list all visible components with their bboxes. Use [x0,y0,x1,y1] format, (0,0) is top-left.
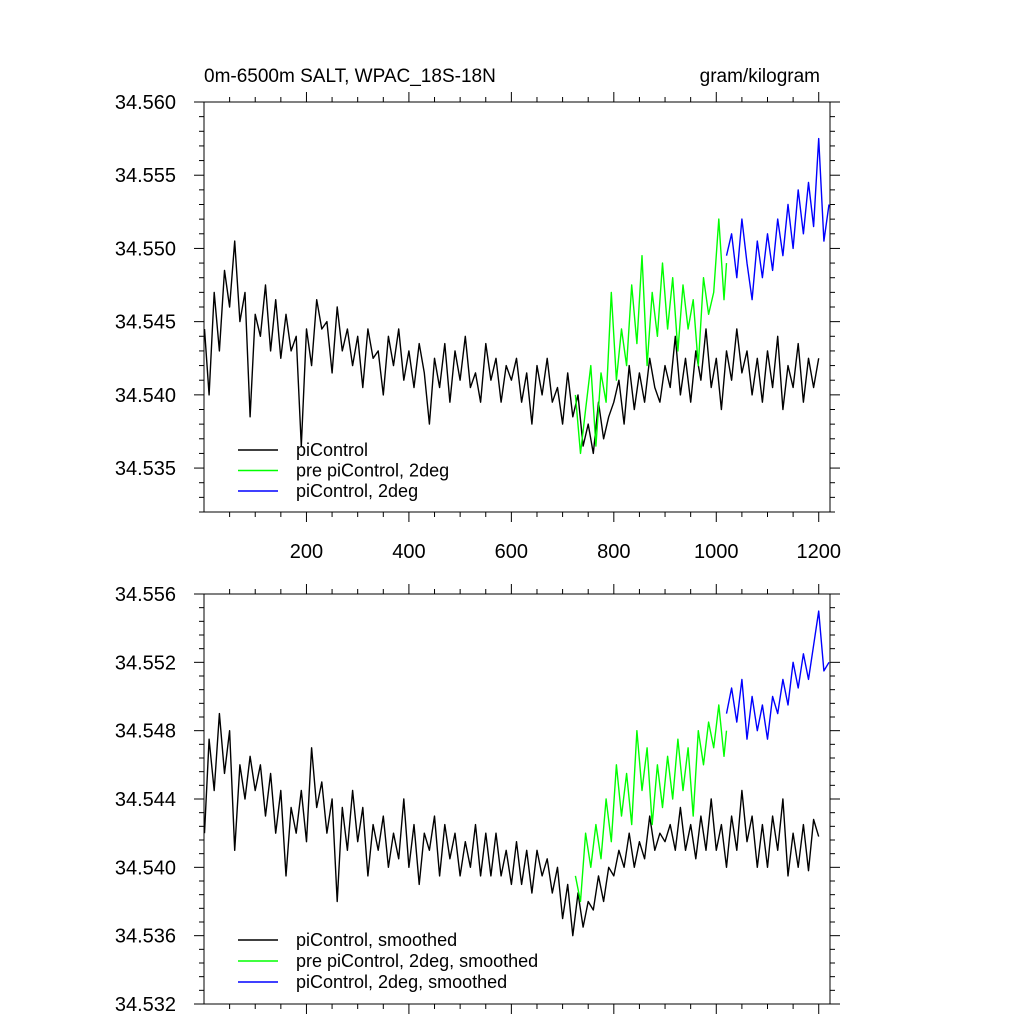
top-title: 0m-6500m SALT, WPAC_18S-18N [204,66,496,87]
y-tick-label: 34.540 [115,857,176,879]
series-line-1 [574,704,728,903]
x-tick-label: 400 [392,541,425,563]
y-tick-label: 34.550 [115,238,176,260]
y-tick-label: 34.555 [115,165,176,187]
y-tick-label: 34.544 [115,789,176,811]
y-tick-label: 34.535 [115,458,176,480]
y-tick-label: 34.545 [115,312,176,334]
series-line-1 [574,218,728,455]
series-line-2 [725,137,830,301]
x-tick-label: 600 [495,541,528,563]
x-tick-label: 800 [597,541,630,563]
y-tick-label: 34.548 [115,721,176,743]
top-units: gram/kilogram [700,66,820,87]
y-tick-label: 34.560 [115,92,176,114]
legend-label: piControl, 2deg, smoothed [296,972,507,992]
y-tick-label: 34.540 [115,385,176,407]
x-tick-label: 1000 [694,541,739,563]
y-tick-label: 34.532 [115,994,176,1016]
legend-label: piControl, 2deg [296,481,418,501]
series-line-0 [203,712,820,937]
x-tick-label: 200 [290,541,323,563]
legend-label: piControl [296,440,368,460]
legend-label: pre piControl, 2deg [296,461,449,481]
legend-label: piControl, smoothed [296,930,457,950]
legend-label: pre piControl, 2deg, smoothed [296,951,538,971]
y-tick-label: 34.536 [115,926,176,948]
y-tick-label: 34.552 [115,652,176,674]
bottom-panel: 34.532 34.536 34.540 34.544 34.548 34.552 34.5… [115,584,840,1016]
x-tick-label: 1200 [796,541,841,563]
series-line-2 [725,610,830,740]
top-panel: 0m-6500m SALT, WPAC_18S-18N gram/kilogra… [115,66,841,563]
series-line-0 [203,240,820,455]
y-tick-label: 34.556 [115,584,176,606]
